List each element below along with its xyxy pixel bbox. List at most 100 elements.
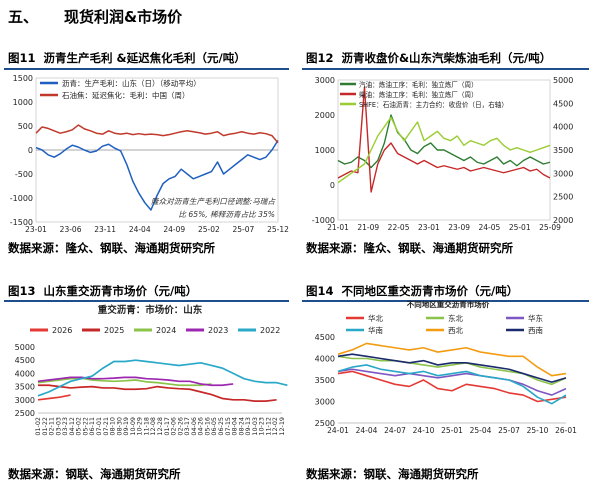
fig12-rule [302,68,589,70]
fig13-x-tick: 02-06 [170,417,178,436]
fig11-y-tick: 500 [18,122,33,131]
fig14-series-line [337,368,567,396]
fig14-legend-label: 华北 [368,313,383,323]
fig12-number: 图12 [306,51,334,65]
fig13-x-tick: 03-23 [61,417,69,436]
section-heading: 五、 现货利润&市场价 [8,6,182,27]
fig13-x-tick: 01-02 [34,417,42,436]
fig12-x-tick: 21-09 [357,223,379,232]
fig14-x-tick: 25-01 [441,426,463,435]
fig12-series-line [337,114,551,169]
fig11-rule [4,68,289,70]
fig14-x-tick: 24-10 [413,426,435,435]
fig12-x-tick: 25-09 [539,223,561,232]
fig14-series-line [337,353,567,383]
fig11-x-tick: 23-11 [94,225,116,234]
fig13-x-tick: 08-04 [231,417,239,436]
fig11-series-line [35,124,279,144]
fig13-x-tick: 03-17 [183,417,191,436]
fig14-x-tick: 24-07 [384,426,406,435]
fig12-legend-label: SHFE：石油沥青：主力合约：收盘价（日，右轴） [359,100,508,109]
fig13-series-line [37,376,234,387]
fig13-x-tick: 07-01 [95,417,103,436]
fig14-y-tick: 3500 [315,376,335,385]
fig12-x-tick: 23-01 [418,223,440,232]
fig11-x-tick: 24-04 [129,225,151,234]
fig13-x-tick: 05-02 [75,417,83,436]
fig12-legend-label: 柴油：炼油工序：毛利：独立炼厂（周） [359,90,478,99]
fig13-chart: 重交沥青：市场价：山东 2026 2025 2024 2023 2022 2500 3000 3… [15,304,288,436]
fig13-x-tick: 11-18 [142,417,150,436]
fig12-series-line [337,116,551,184]
fig13-x-tick: 05-22 [81,417,89,436]
fig13-x-tick: 06-11 [88,417,96,436]
fig13-x-tick: 08-24 [237,417,245,436]
fig11-x-tick: 23-01 [25,225,47,234]
fig13-legend-label: 2024 [156,326,176,335]
fig13-legend-label: 2023 [208,326,228,335]
fig12-x-tick: 25-01 [509,223,531,232]
fig13-legend-label: 2025 [104,326,124,335]
fig11-series-line [35,140,279,211]
fig14-y-tick: 4500 [315,333,335,342]
fig12-y-tick-right: 4000 [553,123,573,132]
fig12-y-tick-right: 5000 [553,76,573,85]
fig13-y-tick: 4000 [15,369,35,378]
fig13-x-tick: 03-03 [54,417,62,436]
fig11-legend-label: 沥青：生产毛利：山东（日）（移动平均） [62,78,201,88]
fig14-legend-label: 东北 [448,313,463,323]
fig14-source: 数据来源：钢联、海通期货研究所 [306,467,479,481]
fig12-plot-frame [337,79,551,221]
fig14-x-tick: 25-07 [498,426,520,435]
fig13-x-tick: 10-23 [258,417,266,436]
fig14-number: 图14 [306,284,334,298]
fig13-x-tick: 04-26 [197,417,205,436]
fig11-x-tick: 25-02 [198,225,220,234]
fig12-chart: -1000 0 1000 2000 3000 2000 2500 3000 3500 4000 45… [312,76,574,232]
fig13-y-tick: 3000 [15,396,35,405]
fig14-legend-label: 西北 [448,326,463,335]
fig13-x-tick: 11-12 [264,417,272,436]
fig14-title: 图14 不同地区重交沥青市场价（元/吨） [306,283,518,299]
fig13-y-tick: 5000 [15,343,35,352]
fig12-y-tick-left: -1000 [312,216,335,225]
fig13-series-line [38,384,277,402]
fig12-y-tick-left: 3000 [315,76,335,85]
fig12-x-tick: 22-05 [388,223,410,232]
fig13-y-tick: 4500 [15,356,35,365]
fig11-y-tick: -1000 [10,194,33,203]
fig13-x-tick: 10-29 [136,417,144,436]
fig12-x-tick: 21-01 [327,223,349,232]
fig12-series-line [337,86,551,193]
fig14-y-tick: 3000 [315,398,335,407]
fig11-y-tick: 1500 [13,74,33,83]
fig13-x-tick: 04-06 [190,417,198,436]
fig14-caption: 不同地区重交沥青市场价（元/吨） [341,284,519,298]
fig12-y-tick-left: 1000 [315,146,335,155]
fig13-x-tick: 08-10 [109,417,117,436]
fig13-x-tick: 07-21 [102,417,110,436]
fig14-x-tick: 25-04 [470,426,492,435]
fig13-source: 数据来源：钢联、海通期货研究所 [8,467,181,481]
fig12-y-tick-left: 2000 [315,111,335,120]
fig13-x-tick: 10-03 [251,417,259,436]
fig11-y-tick: -500 [15,170,33,179]
fig11-title: 图11 沥青生产毛利 &延迟焦化毛利（元/吨） [8,50,246,66]
fig13-x-tick: 12-02 [271,417,279,436]
fig13-x-tick: 01-22 [41,417,49,436]
fig11-source: 数据来源：隆众、钢联、海通期货研究所 [8,241,215,255]
fig13-x-tick: 02-11 [48,417,56,436]
fig13-x-tick: 05-16 [203,417,211,436]
fig14-series-line [337,355,567,386]
fig13-x-tick: 07-15 [224,417,232,436]
fig11-x-tick: 25-07 [233,225,255,234]
fig11-x-tick: 24-09 [163,225,185,234]
fig13-y-tick: 3500 [15,383,35,392]
fig14-series-line [337,342,567,377]
fig13-x-tick: 06-25 [217,417,225,436]
fig12-x-tick: 23-09 [448,223,470,232]
fig13-x-tick: 04-12 [68,417,76,436]
fig12-legend-label: 汽油：炼油工序：毛利：独立炼厂（周） [359,80,478,89]
fig14-x-tick: 24-04 [356,426,378,435]
